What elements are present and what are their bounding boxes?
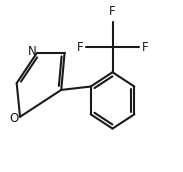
Text: N: N: [27, 45, 36, 58]
Text: F: F: [142, 41, 149, 53]
Text: O: O: [10, 112, 19, 125]
Text: F: F: [76, 41, 83, 53]
Text: F: F: [109, 5, 116, 18]
